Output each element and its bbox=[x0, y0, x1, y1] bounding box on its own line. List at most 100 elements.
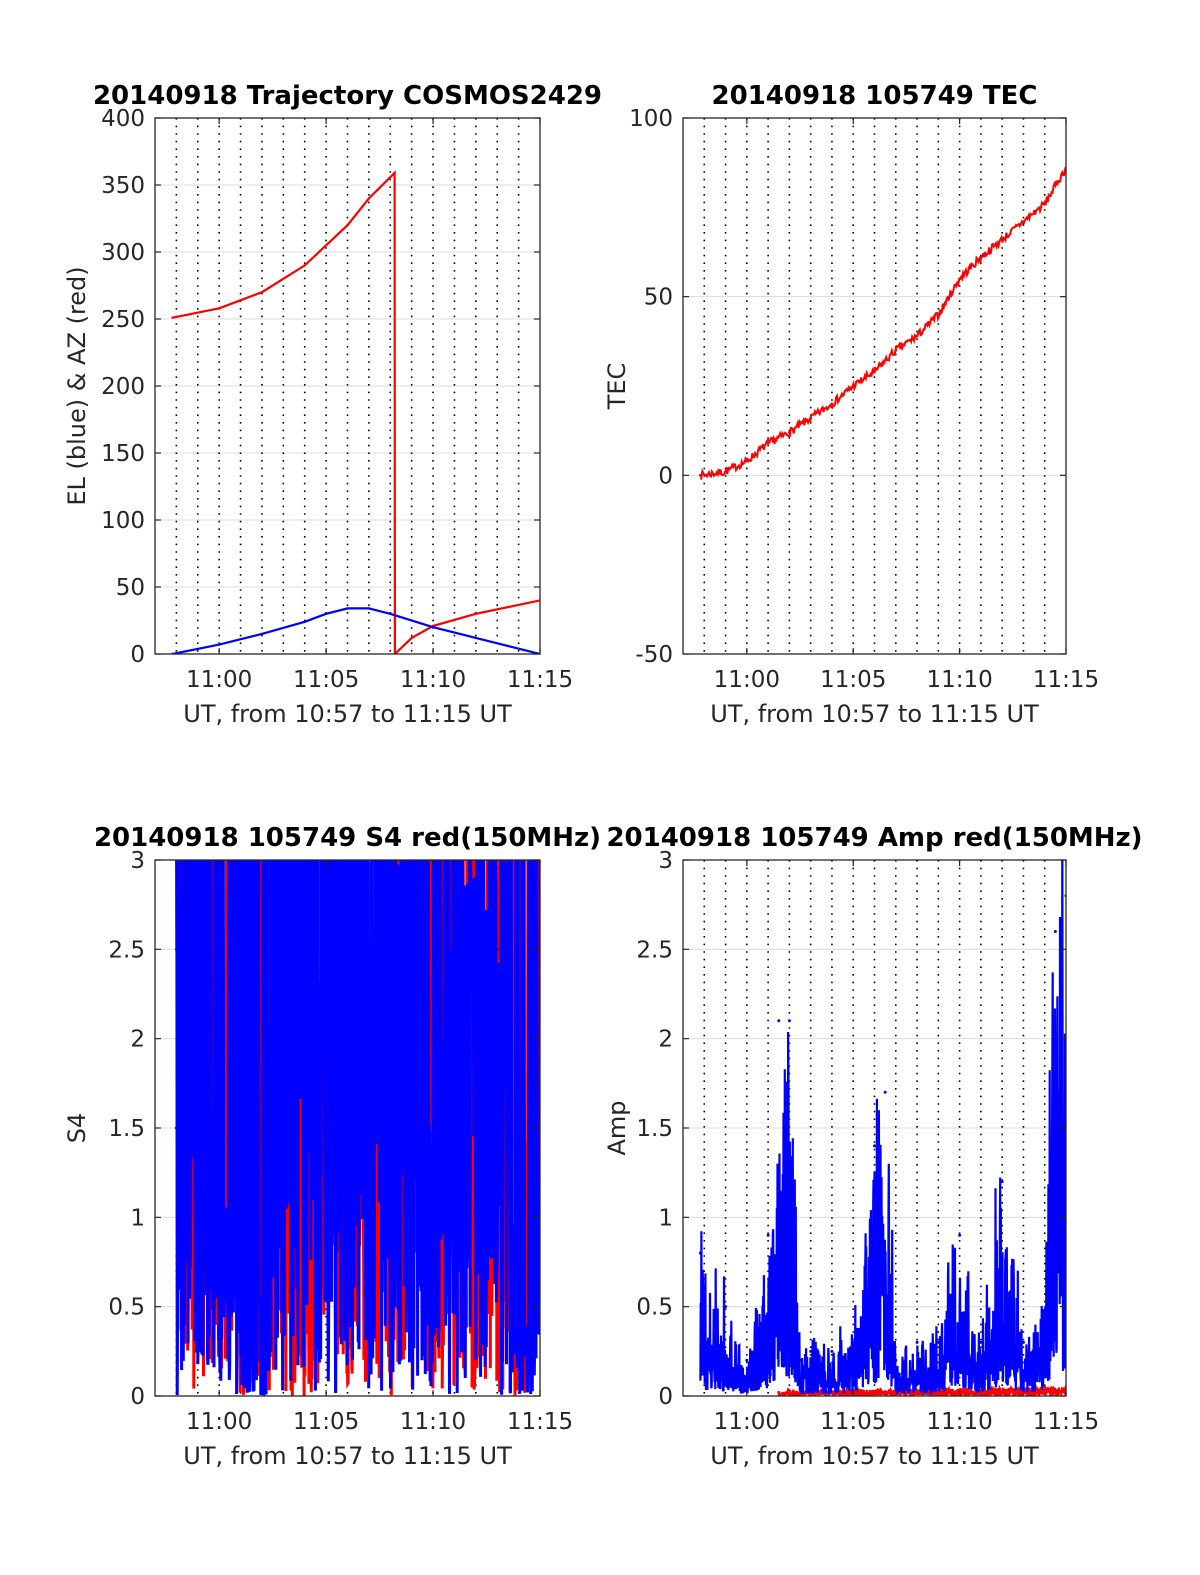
data-point bbox=[979, 1340, 983, 1344]
data-point bbox=[260, 291, 264, 294]
x-tick-label: 11:10 bbox=[926, 1409, 992, 1435]
y-tick-label: 0.5 bbox=[108, 1295, 145, 1321]
y-tick-label: 1 bbox=[658, 1205, 673, 1231]
y-tick-label: 50 bbox=[644, 285, 673, 311]
data-point bbox=[1053, 929, 1057, 933]
y-tick-label: 300 bbox=[101, 240, 145, 266]
chart-panel-4: 0 0.5 1 1.5 2 2.5 3 11:00 11:05 11:10 11:15 2014091… bbox=[603, 823, 1143, 1470]
x-tick-label: 11:05 bbox=[820, 667, 886, 693]
chart-panel-3: 0 0.5 1 1.5 2 2.5 3 11:00 11:05 11:10 11:15 2014091… bbox=[63, 823, 601, 1470]
data-point bbox=[324, 612, 328, 615]
data-point bbox=[766, 1233, 770, 1237]
data-point bbox=[787, 1019, 791, 1023]
data-point bbox=[217, 307, 221, 310]
data-point bbox=[698, 473, 702, 477]
x-tick-label: 11:10 bbox=[400, 1409, 466, 1435]
data-point bbox=[260, 632, 264, 636]
data-point bbox=[787, 431, 791, 434]
x-axis-label: UT, from 10:57 to 11:15 UT bbox=[710, 700, 1039, 728]
data-point bbox=[958, 277, 962, 281]
data-point bbox=[979, 255, 983, 259]
data-point bbox=[495, 947, 499, 951]
data-point bbox=[517, 1323, 521, 1327]
y-tick-label: 400 bbox=[101, 106, 145, 132]
data-point bbox=[830, 402, 834, 406]
y-tick-label: 1 bbox=[130, 1205, 145, 1231]
y-tick-label: 200 bbox=[101, 374, 145, 400]
y-tick-label: 100 bbox=[101, 508, 145, 534]
chart-title: 20140918 Trajectory COSMOS2429 bbox=[93, 81, 602, 111]
data-point bbox=[367, 947, 371, 951]
chart-title: 20140918 105749 Amp red(150MHz) bbox=[606, 823, 1142, 853]
x-tick-label: 11:00 bbox=[714, 1409, 780, 1435]
data-point bbox=[367, 607, 371, 610]
y-tick-label: 1.5 bbox=[636, 1116, 673, 1142]
x-tick-label: 11:05 bbox=[293, 1409, 359, 1435]
data-point bbox=[915, 1340, 919, 1344]
data-point bbox=[389, 612, 392, 615]
data-point bbox=[1043, 202, 1047, 206]
data-point bbox=[894, 348, 898, 352]
series-line bbox=[172, 170, 540, 654]
data-point bbox=[1022, 220, 1025, 224]
data-point bbox=[474, 612, 478, 615]
data-point bbox=[936, 313, 940, 316]
y-axis-label: EL (blue) & AZ (red) bbox=[63, 266, 91, 505]
series-line bbox=[777, 1383, 1066, 1396]
data-point bbox=[346, 607, 349, 610]
y-tick-label: 0 bbox=[130, 1384, 145, 1410]
data-point bbox=[745, 1358, 749, 1362]
data-point bbox=[217, 643, 221, 646]
data-point bbox=[915, 334, 919, 338]
data-point bbox=[431, 1180, 435, 1184]
data-point bbox=[809, 1349, 813, 1353]
data-point bbox=[324, 1037, 328, 1041]
y-tick-label: 0 bbox=[130, 642, 145, 668]
data-point bbox=[217, 1197, 221, 1201]
data-point bbox=[894, 1358, 898, 1362]
data-point bbox=[431, 626, 435, 629]
data-point bbox=[1000, 1180, 1004, 1184]
y-tick-label: 3 bbox=[658, 848, 673, 874]
data-point bbox=[830, 1349, 834, 1353]
data-point bbox=[745, 459, 749, 463]
data-point bbox=[346, 224, 349, 227]
series-line bbox=[172, 607, 540, 654]
data-point bbox=[174, 1126, 178, 1130]
y-tick-label: 2.5 bbox=[636, 937, 673, 963]
x-tick-label: 11:15 bbox=[1033, 1409, 1099, 1435]
data-point bbox=[393, 171, 396, 175]
x-tick-label: 11:10 bbox=[926, 667, 992, 693]
data-point bbox=[724, 470, 727, 474]
data-point bbox=[281, 894, 285, 898]
y-tick-label: 2 bbox=[658, 1027, 673, 1053]
data-point bbox=[196, 1162, 200, 1166]
x-tick-label: 11:00 bbox=[186, 1409, 252, 1435]
plot-area bbox=[171, 170, 540, 654]
x-tick-label: 11:05 bbox=[820, 1409, 886, 1435]
data-point bbox=[303, 876, 307, 880]
data-point bbox=[1021, 1340, 1025, 1344]
data-point bbox=[777, 1019, 781, 1023]
y-tick-label: 350 bbox=[101, 173, 145, 199]
axes-box bbox=[682, 117, 1067, 655]
data-point bbox=[474, 636, 478, 640]
data-point bbox=[474, 876, 478, 880]
chart-title: 20140918 105749 S4 red(150MHz) bbox=[94, 823, 601, 853]
chart-title: 20140918 105749 TEC bbox=[712, 81, 1038, 111]
chart-panel-1: 0 50 100 150 200 250 300 350 400 11:00 11:05 11:10 1… bbox=[63, 81, 602, 728]
data-point bbox=[303, 620, 306, 624]
plot-area bbox=[174, 860, 540, 1396]
data-point bbox=[777, 1390, 781, 1394]
y-tick-label: 3 bbox=[130, 848, 145, 874]
y-tick-label: 0 bbox=[658, 1384, 673, 1410]
x-tick-label: 11:10 bbox=[400, 667, 466, 693]
x-axis-label: UT, from 10:57 to 11:15 UT bbox=[183, 1442, 512, 1470]
data-point bbox=[798, 1358, 802, 1362]
data-point bbox=[239, 1233, 243, 1237]
data-point bbox=[787, 1389, 791, 1393]
data-point bbox=[303, 264, 306, 267]
y-tick-label: 2 bbox=[130, 1027, 145, 1053]
x-axis-label: UT, from 10:57 to 11:15 UT bbox=[183, 700, 512, 728]
y-tick-label: 150 bbox=[101, 441, 145, 467]
